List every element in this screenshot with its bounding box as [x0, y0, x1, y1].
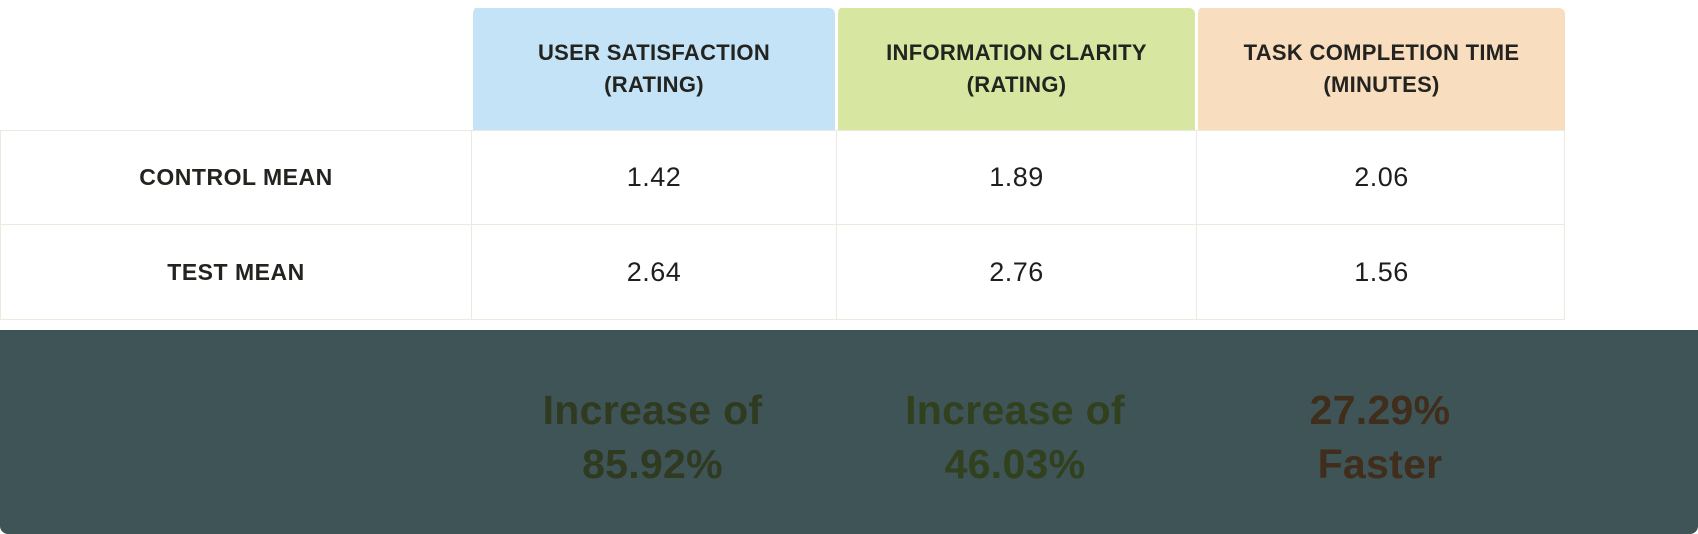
column-header-label: USER SATISFACTION: [537, 40, 771, 66]
column-header-label: TASK COMPLETION TIME: [1243, 40, 1520, 66]
stat-line: Increase of: [542, 386, 763, 433]
value-cell: 1.56: [1196, 225, 1566, 319]
row-label: TEST MEAN: [167, 258, 305, 285]
stat-user-satisfaction-increase: Increase of 85.92%: [470, 373, 835, 491]
table-row-control-mean: CONTROL MEAN 1.42 1.89 2.06: [0, 130, 1565, 225]
column-header-sublabel: (MINUTES): [1323, 72, 1440, 97]
results-table: USER SATISFACTION (RATING) INFORMATION C…: [0, 8, 1565, 320]
column-header-sublabel: (RATING): [966, 72, 1067, 97]
value-cell: 2.06: [1196, 131, 1566, 224]
table-row-test-mean: TEST MEAN 2.64 2.76 1.56: [0, 225, 1565, 320]
column-header-task-completion-time: TASK COMPLETION TIME (MINUTES): [1195, 8, 1565, 130]
value-cell: 2.76: [836, 225, 1196, 319]
summary-band: Increase of 85.92% Increase of 46.03% 27…: [0, 330, 1698, 534]
column-header-label: INFORMATION CLARITY: [886, 40, 1147, 66]
stat-value: 85.92%: [582, 441, 723, 487]
value-cell: 1.89: [836, 131, 1196, 224]
value-cell: 2.64: [471, 225, 836, 319]
stat-value: 27.29%: [1309, 386, 1451, 433]
column-header-information-clarity: INFORMATION CLARITY (RATING): [835, 8, 1195, 130]
stat-line: Faster: [1317, 441, 1443, 487]
column-header-user-satisfaction: USER SATISFACTION (RATING): [470, 8, 835, 130]
row-label: CONTROL MEAN: [139, 164, 333, 190]
table-header-row: USER SATISFACTION (RATING) INFORMATION C…: [0, 8, 1565, 130]
stat-line: Increase of: [905, 386, 1125, 433]
value-cell: 1.42: [471, 131, 836, 224]
table-corner-cell: [0, 8, 470, 130]
column-header-sublabel: (RATING): [604, 72, 704, 97]
stat-task-completion-faster: 27.29% Faster: [1195, 373, 1565, 491]
stat-value: 46.03%: [944, 441, 1086, 487]
stat-information-clarity-increase: Increase of 46.03%: [835, 373, 1195, 491]
